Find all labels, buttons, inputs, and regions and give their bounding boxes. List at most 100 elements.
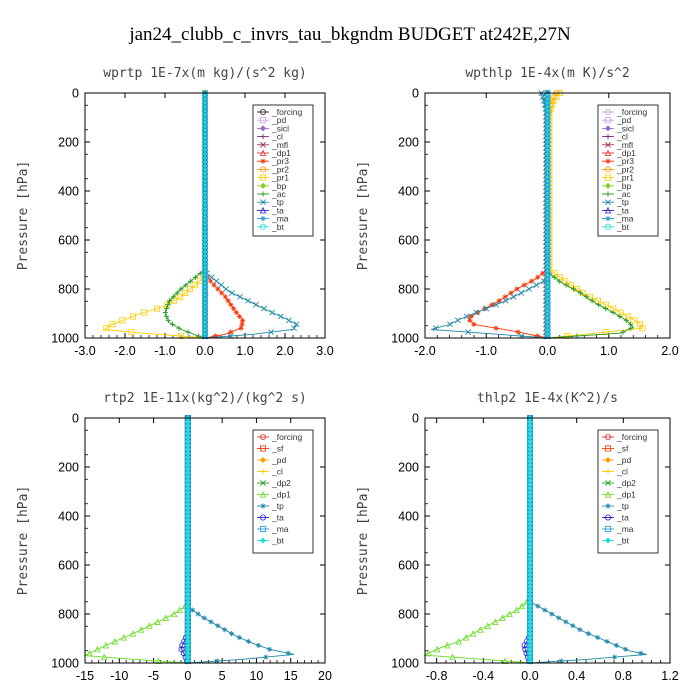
x-tick-label: -2.0	[414, 344, 436, 358]
data-point	[544, 215, 551, 222]
data-point	[239, 321, 245, 327]
data-point	[154, 618, 161, 625]
data-point	[544, 133, 551, 140]
data-point	[549, 611, 555, 617]
data-point	[544, 219, 551, 226]
data-point	[544, 282, 551, 289]
data-point	[544, 211, 551, 218]
data-point	[201, 258, 208, 265]
data-point	[266, 646, 273, 652]
data-point	[624, 313, 631, 320]
data-point	[218, 282, 225, 288]
data-point	[165, 317, 171, 323]
data-point	[192, 274, 198, 280]
legend-marker	[605, 480, 611, 486]
data-point	[201, 301, 208, 308]
data-point	[544, 97, 551, 104]
data-point	[176, 606, 183, 614]
data-point	[544, 297, 551, 304]
data-point	[219, 290, 225, 296]
budget-panel-4: thlp2 1E-4x(K^2)/s Pressure [hPa] -0.8 -0.4…	[356, 391, 679, 683]
data-point	[201, 282, 208, 289]
data-point	[228, 631, 235, 637]
series-bt	[184, 414, 191, 665]
legend-marker	[259, 174, 266, 181]
data-point	[201, 105, 208, 112]
data-point	[544, 191, 551, 198]
data-point	[176, 325, 182, 331]
data-point	[177, 333, 184, 340]
data-point	[201, 317, 208, 324]
data-point	[240, 317, 246, 323]
legend-entry: _cl	[271, 467, 283, 477]
data-point	[496, 298, 502, 304]
y-tick-label: 400	[58, 185, 79, 199]
data-point	[489, 302, 495, 308]
legend-marker	[260, 216, 266, 222]
legend-marker	[604, 149, 612, 157]
y-tick-label: 200	[398, 136, 419, 150]
legend-entry: _mfl	[271, 140, 288, 150]
data-point	[562, 278, 569, 285]
data-point	[185, 329, 191, 335]
data-point	[544, 278, 551, 285]
data-point	[638, 650, 644, 656]
legend-marker	[605, 216, 611, 222]
data-point	[201, 160, 208, 167]
y-tick-label: 0	[412, 412, 419, 426]
y-tick-label: 600	[398, 234, 419, 248]
legend-entry: _ta	[271, 513, 284, 523]
data-point	[201, 242, 208, 249]
x-tick-label: 0.0	[521, 669, 538, 683]
data-point	[201, 270, 208, 277]
data-point	[230, 306, 237, 312]
data-point	[551, 274, 557, 280]
legend-entry: _tp	[271, 197, 284, 207]
series-line	[430, 92, 548, 339]
data-point	[542, 607, 548, 613]
data-point	[463, 313, 470, 320]
legend-entry: _sicl	[616, 123, 634, 133]
data-point	[449, 653, 456, 661]
data-point	[178, 286, 184, 292]
data-point	[544, 113, 551, 120]
data-point	[201, 125, 208, 132]
data-point	[544, 285, 551, 292]
data-point	[544, 227, 551, 234]
data-point	[544, 203, 551, 210]
legend-marker	[259, 537, 267, 544]
data-point	[229, 290, 235, 296]
panel-title: thlp2 1E-4x(K^2)/s	[477, 391, 618, 406]
data-point	[174, 290, 180, 296]
data-point	[620, 329, 626, 335]
legend-entry: _dp1	[271, 490, 291, 500]
y-tick-label: 1000	[51, 657, 79, 671]
data-point	[201, 191, 208, 198]
data-point	[201, 97, 208, 104]
data-point	[465, 329, 472, 336]
data-point	[544, 207, 551, 214]
y-tick-label: 0	[412, 87, 419, 101]
series-line	[83, 418, 189, 664]
data-point	[617, 313, 623, 320]
data-point	[553, 93, 560, 100]
data-point	[162, 309, 168, 316]
x-tick-label: 2.0	[276, 344, 293, 358]
y-axis-label: Pressure [hPa]	[16, 161, 31, 271]
data-point	[544, 262, 551, 269]
data-point	[120, 634, 128, 641]
legend-entry: _cl	[616, 132, 628, 142]
legend-entry: _pr2	[616, 164, 634, 174]
data-point	[128, 329, 135, 336]
data-point	[201, 227, 208, 234]
data-point	[564, 333, 571, 340]
data-point	[201, 144, 208, 151]
data-point	[285, 650, 291, 656]
data-point	[129, 630, 137, 637]
legend-entry: _cl	[616, 467, 628, 477]
data-point	[201, 137, 208, 144]
legend-marker	[260, 480, 266, 486]
x-tick-label: 0.0	[196, 344, 213, 358]
data-point	[462, 634, 470, 641]
data-point	[155, 657, 162, 665]
